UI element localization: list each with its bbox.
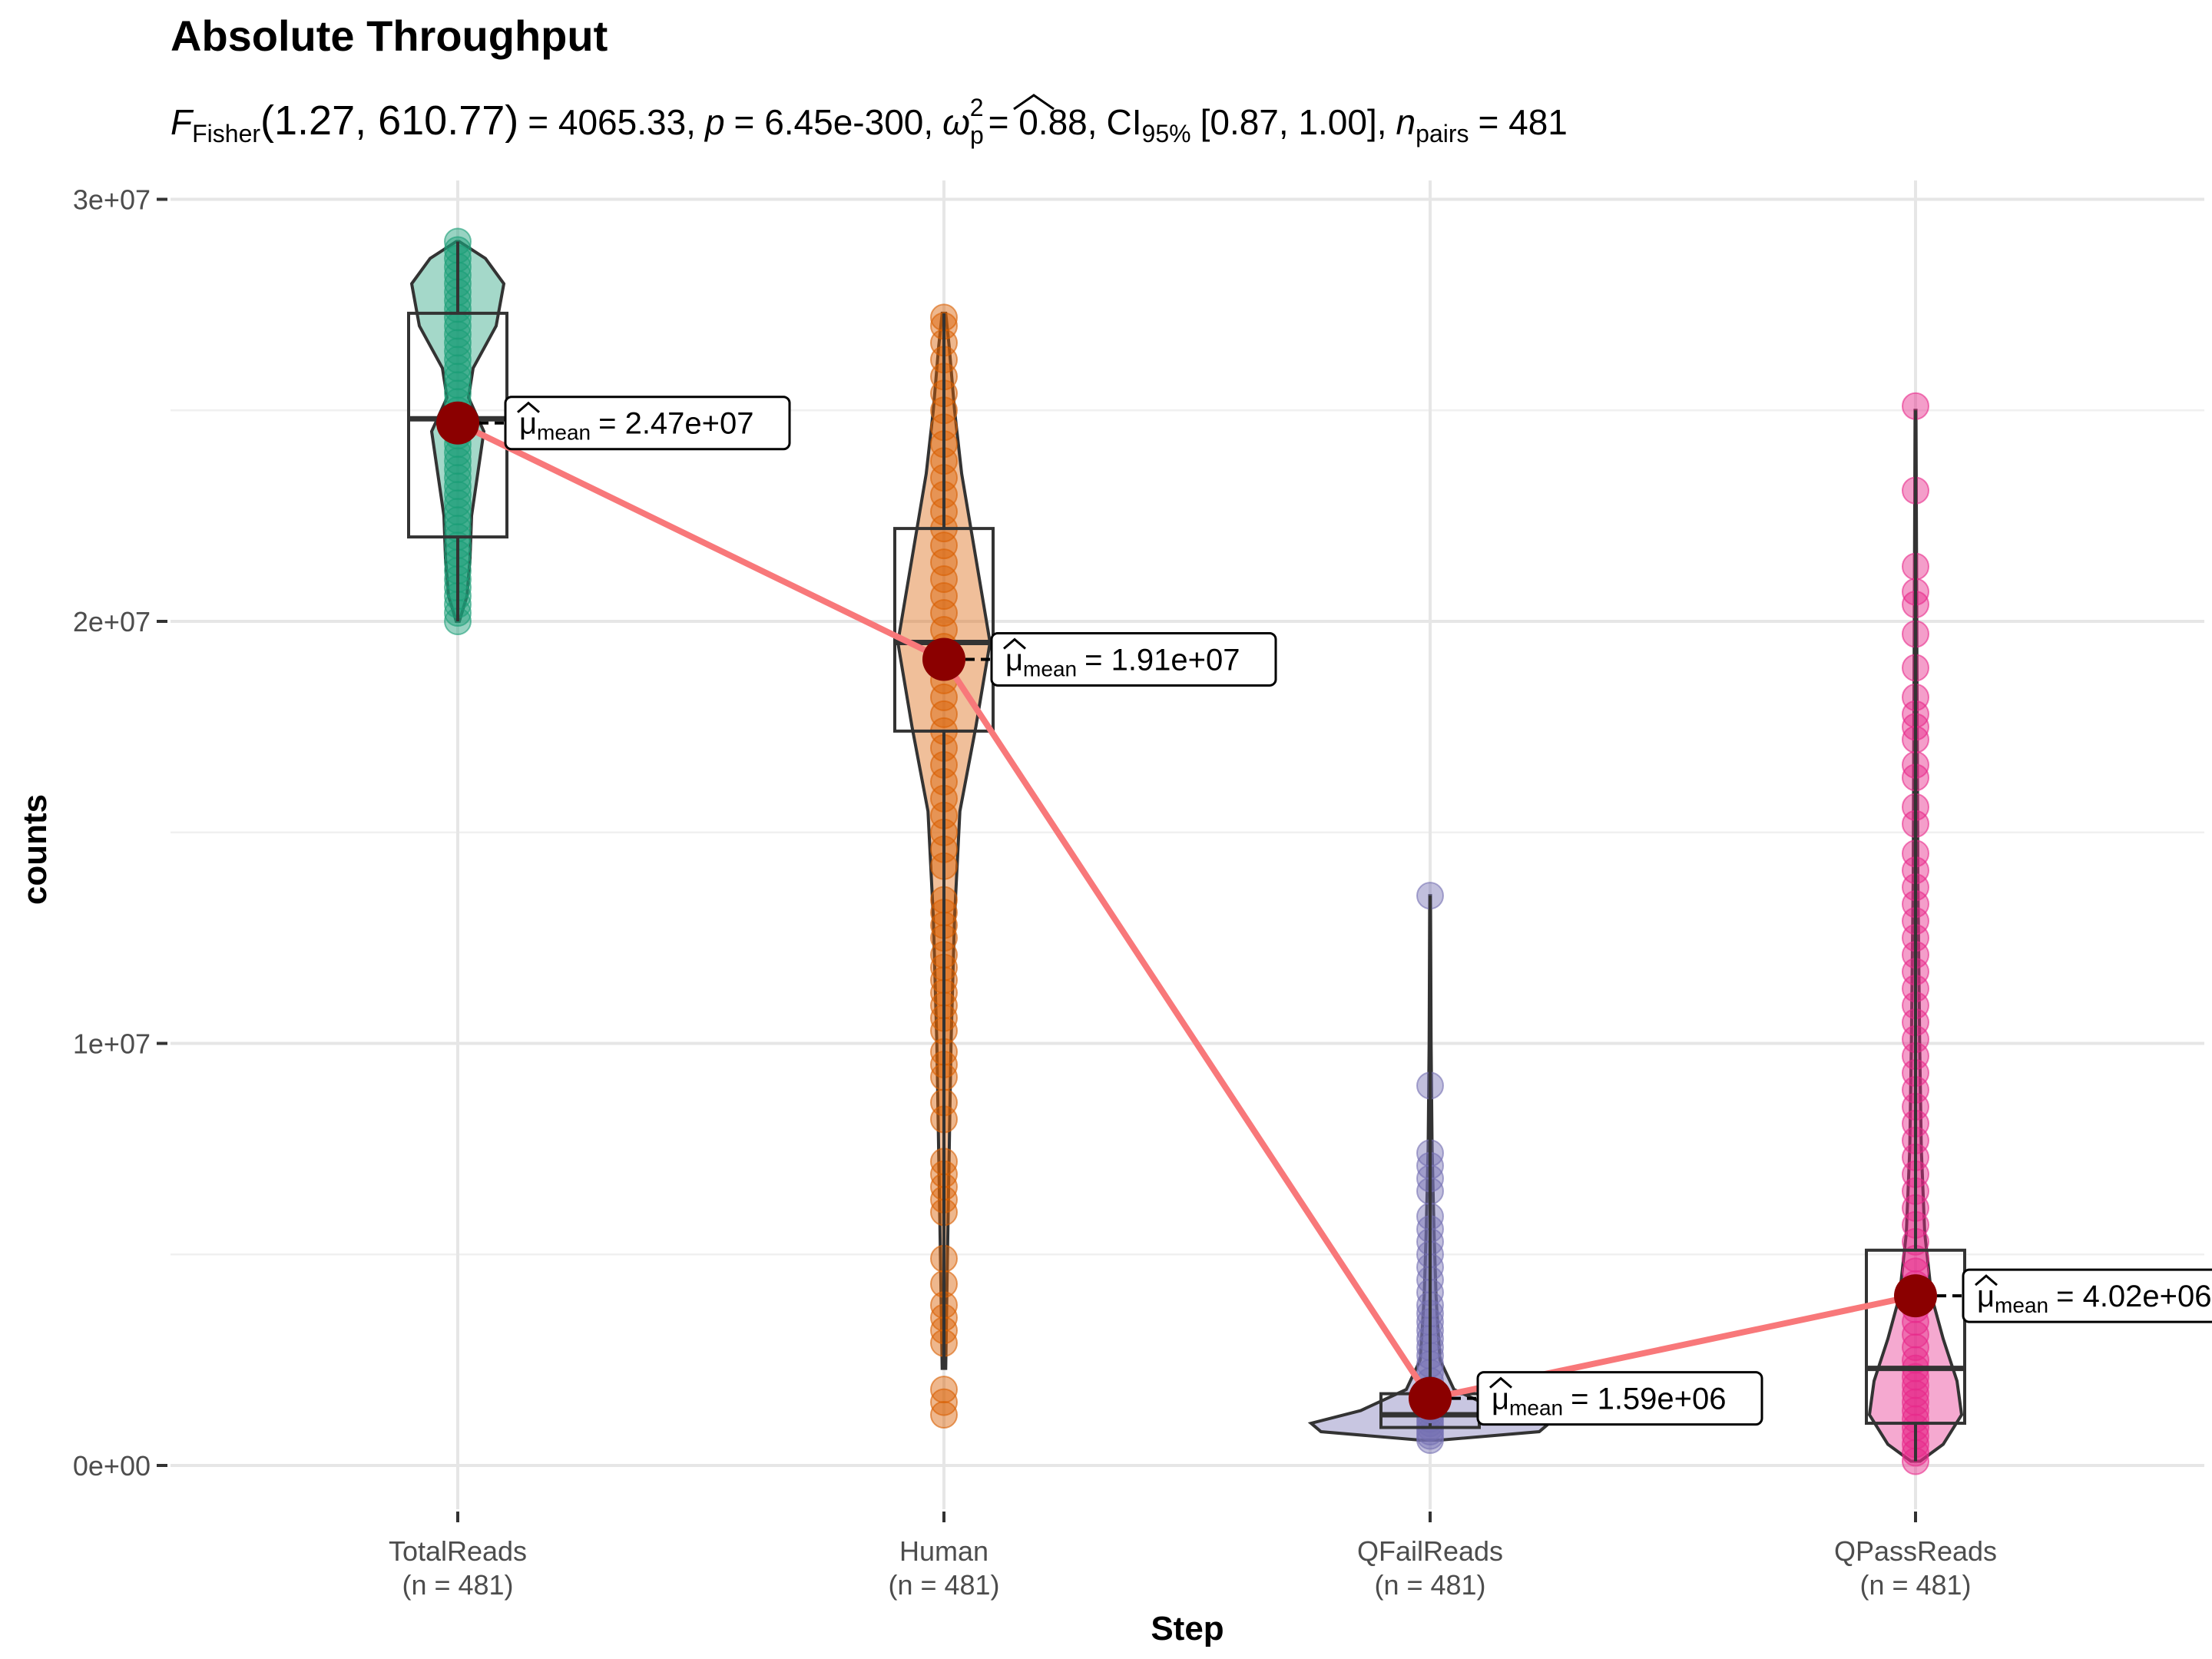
stat-name: F (171, 102, 194, 142)
y-tick-label: 0e+00 (73, 1450, 151, 1482)
data-point (444, 455, 472, 484)
mean-connecting-line (456, 420, 1916, 1402)
mean-label-sub: mean (1023, 657, 1077, 680)
mean-label-value: = 4.02e+06 (2056, 1280, 2211, 1313)
stat-sub: Fisher (192, 120, 260, 147)
ci-value: [0.87, 1.00], (1200, 102, 1387, 142)
data-point (444, 481, 472, 509)
mean-point (1409, 1376, 1452, 1420)
y-axis-title: counts (16, 794, 54, 905)
mean-point (436, 401, 479, 445)
data-point (444, 472, 472, 501)
data-point (1902, 1371, 1929, 1399)
x-tick-label: TotalReads (389, 1535, 527, 1567)
p-label: p (704, 102, 725, 142)
data-point (1902, 1388, 1929, 1416)
es-label: ω (942, 102, 970, 142)
stat-df: (1.27, 610.77) (260, 98, 518, 144)
data-point (444, 354, 472, 382)
mean-label-mu: μ (519, 407, 537, 441)
data-point (444, 363, 472, 391)
data-point (930, 531, 958, 560)
data-point (444, 498, 472, 526)
n-value: = 481 (1479, 102, 1568, 142)
category-group-qfailreads (1307, 882, 1553, 1455)
data-point (444, 447, 472, 475)
data-point (444, 464, 472, 492)
mean-label-box (990, 631, 1277, 687)
x-tick-n-label: (n = 481) (1859, 1569, 1971, 1601)
data-point (930, 582, 958, 611)
p-value: = 6.45e-300, (734, 102, 934, 142)
ci-label: CI (1107, 102, 1142, 142)
data-point (444, 489, 472, 518)
mean-label-box (1962, 1268, 2212, 1323)
mean-label-box (1476, 1371, 1763, 1426)
mean-point (922, 637, 965, 681)
mean-label-sub: mean (537, 421, 591, 445)
data-point (1902, 1379, 1929, 1408)
mean-label-text: μmean = 4.02e+06 (1977, 1280, 2212, 1317)
mean-label-value: = 1.91e+07 (1084, 643, 1240, 677)
data-point (930, 548, 958, 577)
box (1865, 1248, 1966, 1426)
box (893, 527, 995, 733)
chart-subtitle: FFisher(1.27, 610.77) = 4065.33, p = 6.45e-… (171, 94, 1568, 149)
mean-label-value: = 1.59e+06 (1571, 1382, 1726, 1416)
mean-label-mu: μ (1005, 643, 1023, 677)
data-point (930, 683, 958, 711)
n-sub: pairs (1416, 120, 1469, 147)
mean-label-text: μmean = 1.91e+07 (1005, 643, 1240, 680)
x-axis-title: Step (1151, 1610, 1224, 1647)
data-point (444, 329, 472, 357)
x-tick-n-label: (n = 481) (1374, 1569, 1485, 1601)
data-point (444, 337, 472, 366)
data-point (444, 506, 472, 535)
es-sup: 2 (970, 94, 984, 121)
es-value: = 0.88, (988, 102, 1098, 142)
category-group-human (893, 303, 995, 1429)
x-tick-label: QPassReads (1834, 1535, 1997, 1567)
mean-label-box (504, 396, 791, 451)
y-tick-label: 3e+07 (73, 184, 151, 216)
x-tick-label: QFailReads (1357, 1535, 1503, 1567)
mean-point (1894, 1274, 1937, 1318)
n-label: n (1396, 102, 1416, 142)
mean-label-value: = 2.47e+07 (598, 407, 753, 441)
chart-title: Absolute Throughput (171, 12, 608, 60)
x-tick-n-label: (n = 481) (888, 1569, 999, 1601)
x-tick-n-label: (n = 481) (402, 1569, 513, 1601)
y-tick-label: 1e+07 (73, 1028, 151, 1060)
mean-label-text: μmean = 2.47e+07 (519, 407, 754, 445)
data-point (930, 700, 958, 728)
mean-label-mu: μ (1492, 1382, 1509, 1416)
es-sub: p (970, 121, 984, 149)
data-point (444, 371, 472, 399)
y-tick-label: 2e+07 (73, 606, 151, 637)
ci-sub: 95% (1142, 120, 1191, 147)
stat-value: = 4065.33, (528, 102, 696, 142)
mean-label-hat (1489, 1376, 1512, 1389)
data-point (444, 320, 472, 349)
omega-hat (1013, 94, 1055, 111)
mean-label-hat (1003, 637, 1026, 650)
mean-label-sub: mean (1509, 1396, 1563, 1420)
data-point (444, 346, 472, 374)
mean-label-hat (517, 401, 540, 413)
mean-label-sub: mean (1995, 1293, 2048, 1317)
mean-label-hat (1975, 1274, 1998, 1286)
mean-label-mu: μ (1977, 1280, 1995, 1313)
data-point (930, 1376, 958, 1404)
data-point (930, 565, 958, 594)
data-point (930, 599, 958, 628)
x-tick-label: Human (899, 1535, 988, 1567)
mean-label-text: μmean = 1.59e+06 (1492, 1382, 1727, 1420)
